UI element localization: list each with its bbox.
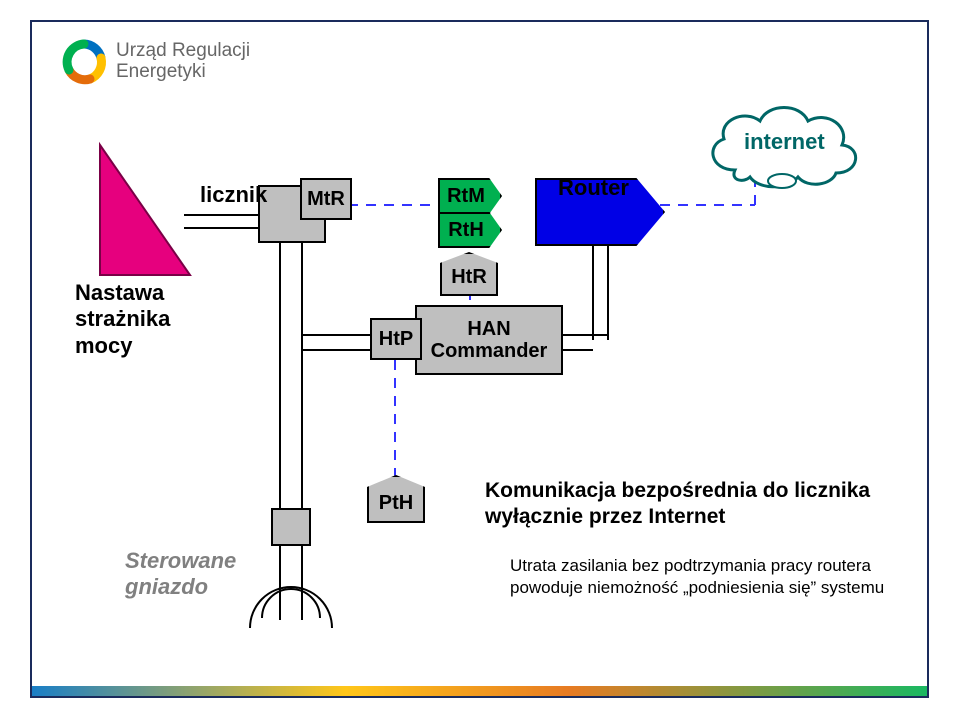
desc-sub: Utrata zasilania bez podtrzymania pracy … <box>510 555 900 599</box>
sterowane-label: Sterowane gniazdo <box>125 548 236 601</box>
gniazdo-box <box>271 508 311 546</box>
sterowane-l2: gniazdo <box>125 574 236 600</box>
logo: Urząd Regulacji Energetyki <box>60 38 250 86</box>
mtr-box: MtR <box>300 178 352 220</box>
nastawa-l1: Nastawa <box>75 280 170 306</box>
logo-icon <box>60 38 108 86</box>
commander-l2: Commander <box>431 340 548 362</box>
commander-l1: HAN <box>431 318 548 340</box>
cloud-label: internet <box>744 129 825 155</box>
rtm-label: RtM <box>447 185 485 208</box>
rth-pentagon: RtH <box>438 212 502 248</box>
cloud-internet: internet <box>700 95 865 200</box>
triangle-shape <box>95 140 195 285</box>
rth-label: RtH <box>448 219 484 242</box>
rtm-pentagon: RtM <box>438 178 502 214</box>
nastawa-l3: mocy <box>75 333 170 359</box>
logo-line1: Urząd Regulacji <box>116 41 250 62</box>
desc-title: Komunikacja bezpośrednia do licznika wył… <box>485 478 895 531</box>
router-label: Router <box>558 175 629 201</box>
nastawa-label: Nastawa strażnika mocy <box>75 280 170 359</box>
pth-label: PtH <box>379 492 413 515</box>
commander-box: HAN Commander <box>415 305 563 375</box>
nastawa-l2: strażnika <box>75 306 170 332</box>
bottom-accent-bar <box>32 686 927 696</box>
logo-line2: Energetyki <box>116 62 250 83</box>
licznik-label: licznik <box>200 182 267 208</box>
mtr-label: MtR <box>307 188 345 211</box>
htr-label: HtR <box>451 266 487 289</box>
logo-text: Urząd Regulacji Energetyki <box>116 41 250 83</box>
htp-label: HtP <box>379 328 413 351</box>
htp-box: HtP <box>370 318 422 360</box>
sterowane-l1: Sterowane <box>125 548 236 574</box>
